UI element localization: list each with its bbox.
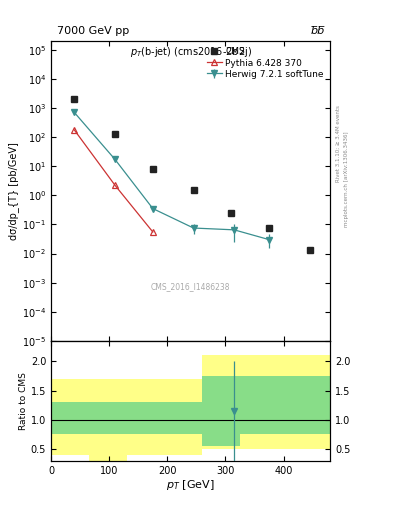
Pythia 6.428 370 <box>113 182 118 188</box>
Text: b̅b̅: b̅b̅ <box>310 27 325 36</box>
Pythia 6.428 370 <box>151 229 155 235</box>
CMS <box>113 131 118 137</box>
Y-axis label: Ratio to CMS: Ratio to CMS <box>19 372 28 430</box>
Text: CMS_2016_I1486238: CMS_2016_I1486238 <box>151 282 230 291</box>
Text: $p_T$(b-jet) (cms2016-2b2j): $p_T$(b-jet) (cms2016-2b2j) <box>130 46 252 59</box>
Pythia 6.428 370 <box>72 127 77 133</box>
X-axis label: $p_T$ [GeV]: $p_T$ [GeV] <box>166 478 215 493</box>
Y-axis label: dσ/dp_{T} [pb/GeV]: dσ/dp_{T} [pb/GeV] <box>8 142 19 240</box>
Text: mcplots.cern.ch [arXiv:1306.3436]: mcplots.cern.ch [arXiv:1306.3436] <box>344 132 349 227</box>
Text: 7000 GeV pp: 7000 GeV pp <box>57 27 129 36</box>
CMS <box>267 225 272 231</box>
CMS <box>307 247 312 253</box>
CMS <box>345 266 350 272</box>
Text: Rivet 3.1.10; ≥ 3.4M events: Rivet 3.1.10; ≥ 3.4M events <box>336 105 341 182</box>
Line: CMS: CMS <box>71 96 351 272</box>
CMS <box>191 187 196 193</box>
CMS <box>229 210 234 216</box>
CMS <box>72 96 77 102</box>
Line: Pythia 6.428 370: Pythia 6.428 370 <box>71 127 156 235</box>
CMS <box>151 166 155 172</box>
Legend: CMS, Pythia 6.428 370, Herwig 7.2.1 softTune: CMS, Pythia 6.428 370, Herwig 7.2.1 soft… <box>206 46 326 80</box>
